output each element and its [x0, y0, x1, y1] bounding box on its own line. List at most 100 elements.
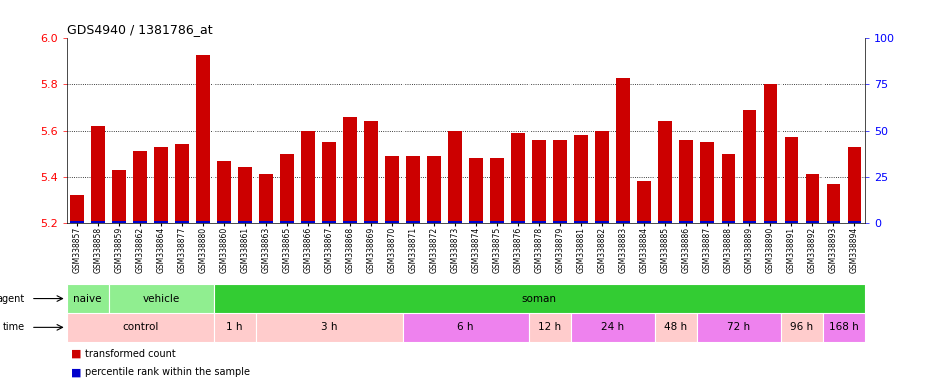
Bar — [196, 55, 210, 223]
Text: vehicle: vehicle — [142, 293, 179, 304]
Bar — [722, 154, 735, 223]
Bar — [533, 140, 546, 223]
Text: agent: agent — [0, 293, 25, 304]
Bar — [302, 221, 315, 223]
Text: GDS4940 / 1381786_at: GDS4940 / 1381786_at — [67, 23, 212, 36]
Bar — [847, 221, 861, 223]
Bar — [386, 156, 399, 223]
Bar — [67, 284, 108, 313]
Text: time: time — [3, 322, 25, 333]
Bar — [323, 142, 336, 223]
Bar — [637, 181, 651, 223]
Bar — [529, 313, 571, 342]
Bar — [427, 156, 441, 223]
Bar — [784, 221, 798, 223]
Bar — [659, 221, 672, 223]
Bar — [637, 221, 651, 223]
Bar — [827, 184, 840, 223]
Bar — [806, 174, 820, 223]
Bar — [176, 221, 189, 223]
Bar — [449, 131, 462, 223]
Text: 168 h: 168 h — [829, 322, 858, 333]
Bar — [402, 313, 529, 342]
Bar — [512, 221, 525, 223]
Bar — [154, 147, 168, 223]
Bar — [574, 221, 588, 223]
Bar — [196, 221, 210, 223]
Bar — [427, 221, 441, 223]
Bar — [784, 137, 798, 223]
Bar — [823, 313, 865, 342]
Text: soman: soman — [522, 293, 557, 304]
Bar — [259, 174, 273, 223]
Bar — [280, 221, 294, 223]
Bar — [512, 133, 525, 223]
Bar — [259, 221, 273, 223]
Bar — [112, 221, 126, 223]
Bar — [133, 151, 147, 223]
Bar — [596, 131, 609, 223]
Bar — [763, 221, 777, 223]
Bar — [280, 154, 294, 223]
Bar — [680, 221, 693, 223]
Bar — [239, 221, 252, 223]
Bar — [154, 221, 168, 223]
Bar — [655, 313, 697, 342]
Text: 72 h: 72 h — [727, 322, 750, 333]
Bar — [406, 156, 420, 223]
Bar — [616, 221, 630, 223]
Bar — [255, 313, 402, 342]
Bar — [659, 121, 672, 223]
Bar — [406, 221, 420, 223]
Bar — [722, 221, 735, 223]
Bar — [70, 221, 84, 223]
Bar — [214, 284, 865, 313]
Text: 96 h: 96 h — [790, 322, 813, 333]
Text: ■: ■ — [71, 367, 81, 377]
Bar — [490, 158, 504, 223]
Bar — [596, 221, 609, 223]
Bar — [616, 78, 630, 223]
Bar — [469, 221, 483, 223]
Bar — [239, 167, 252, 223]
Bar — [108, 284, 214, 313]
Text: control: control — [122, 322, 158, 333]
Bar — [781, 313, 823, 342]
Bar — [763, 84, 777, 223]
Bar — [469, 158, 483, 223]
Bar — [364, 121, 378, 223]
Text: transformed count: transformed count — [85, 349, 176, 359]
Bar — [571, 313, 655, 342]
Bar — [214, 313, 255, 342]
Bar — [574, 135, 588, 223]
Text: naive: naive — [73, 293, 102, 304]
Bar — [92, 221, 105, 223]
Bar — [92, 126, 105, 223]
Text: 48 h: 48 h — [664, 322, 687, 333]
Bar — [323, 221, 336, 223]
Bar — [217, 221, 231, 223]
Bar — [700, 142, 714, 223]
Bar — [700, 221, 714, 223]
Bar — [112, 170, 126, 223]
Bar — [553, 140, 567, 223]
Bar — [343, 117, 357, 223]
Bar — [176, 144, 189, 223]
Bar — [70, 195, 84, 223]
Text: percentile rank within the sample: percentile rank within the sample — [85, 367, 250, 377]
Bar — [343, 221, 357, 223]
Bar — [847, 147, 861, 223]
Bar — [697, 313, 781, 342]
Bar — [680, 140, 693, 223]
Bar — [533, 221, 546, 223]
Bar — [302, 131, 315, 223]
Text: 6 h: 6 h — [458, 322, 474, 333]
Bar — [827, 221, 840, 223]
Bar — [386, 221, 399, 223]
Bar — [806, 221, 820, 223]
Text: 1 h: 1 h — [227, 322, 243, 333]
Text: ■: ■ — [71, 349, 81, 359]
Bar — [743, 221, 756, 223]
Bar — [490, 221, 504, 223]
Bar — [217, 161, 231, 223]
